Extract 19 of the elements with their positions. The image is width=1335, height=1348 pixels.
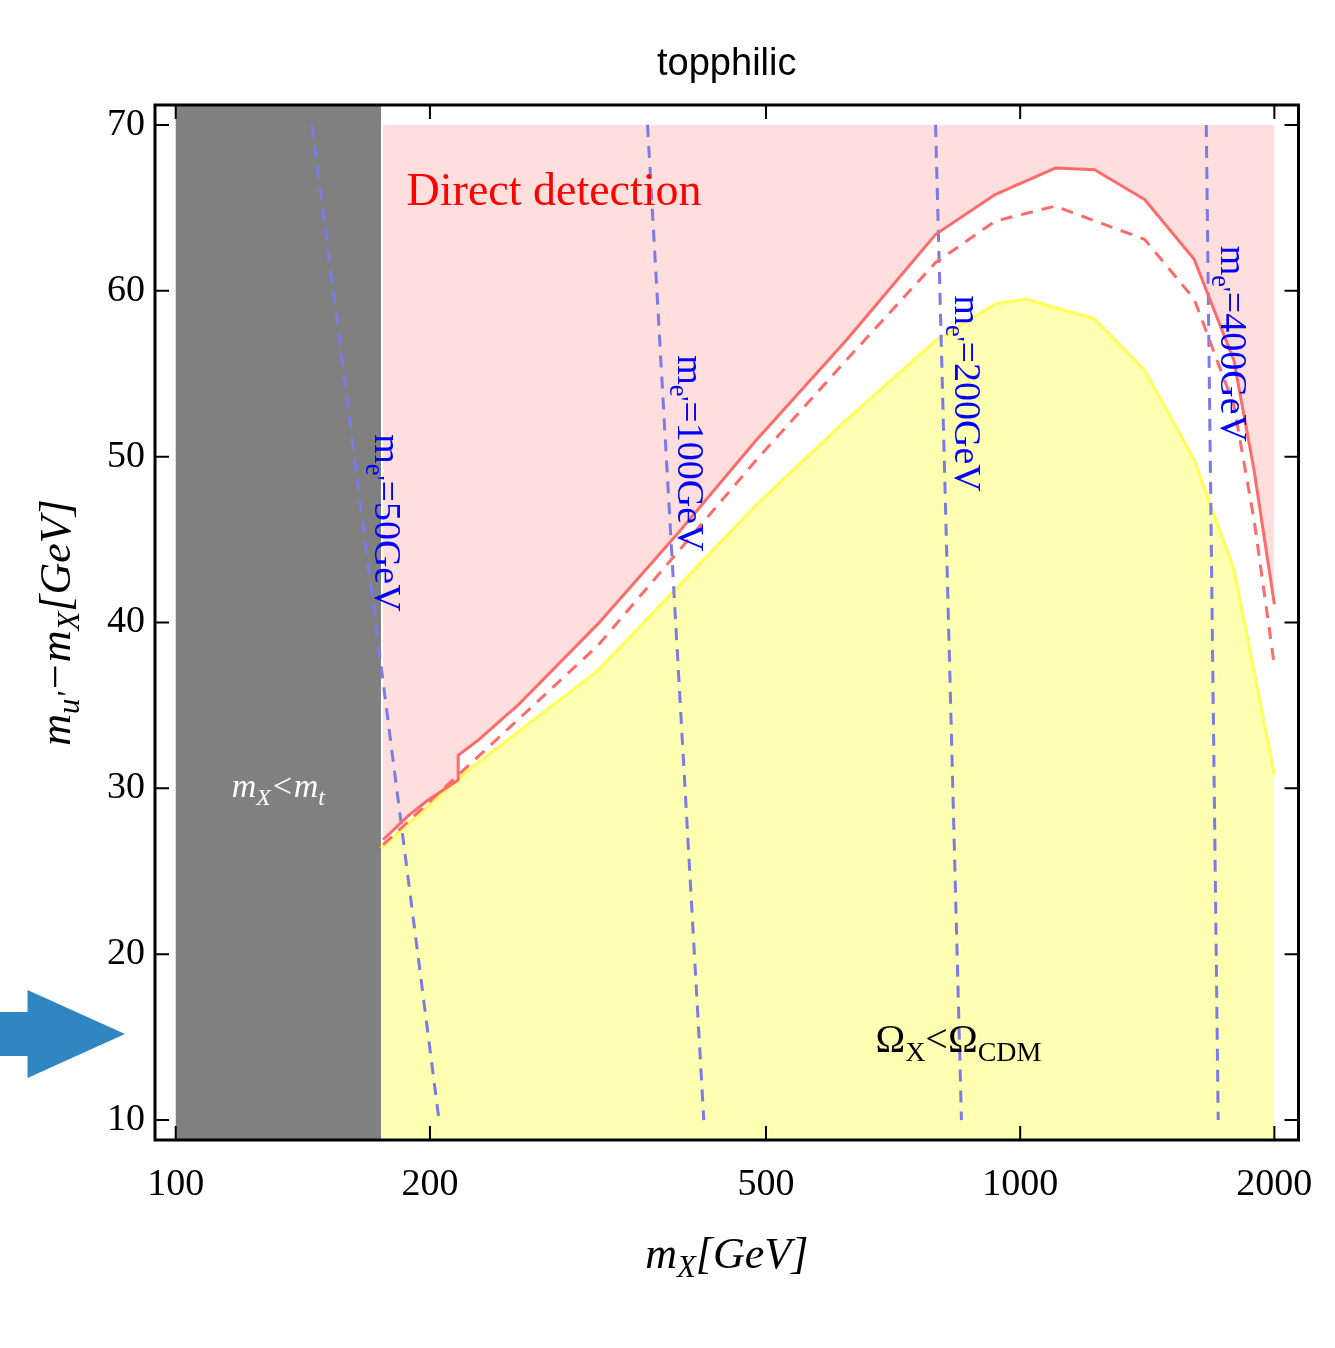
y-tick-label: 50 xyxy=(107,432,145,475)
text: me'=100GeV xyxy=(663,355,713,553)
y-tick-label: 60 xyxy=(107,266,145,309)
text: me'=400GeV xyxy=(1206,245,1255,443)
y-tick-label: 70 xyxy=(107,100,145,143)
annotation: Direct detection xyxy=(406,164,702,216)
text: me'=200GeV xyxy=(940,295,989,493)
x-tick-label: 100 xyxy=(147,1160,205,1203)
x-tick-label: 2000 xyxy=(1236,1160,1313,1203)
y-tick-label: 20 xyxy=(107,930,145,973)
x-tick-label: 200 xyxy=(401,1160,459,1203)
text: me'=50GeV xyxy=(360,434,409,613)
y-tick-label: 30 xyxy=(107,764,145,807)
y-tick-label: 40 xyxy=(107,598,145,641)
x-tick-label: 1000 xyxy=(982,1160,1059,1203)
y-axis-title: mu'−mX[GeV] xyxy=(30,499,87,746)
x-tick-label: 500 xyxy=(737,1160,795,1203)
y-tick-label: 10 xyxy=(107,1096,145,1139)
chart-title: topphilic xyxy=(657,41,797,84)
